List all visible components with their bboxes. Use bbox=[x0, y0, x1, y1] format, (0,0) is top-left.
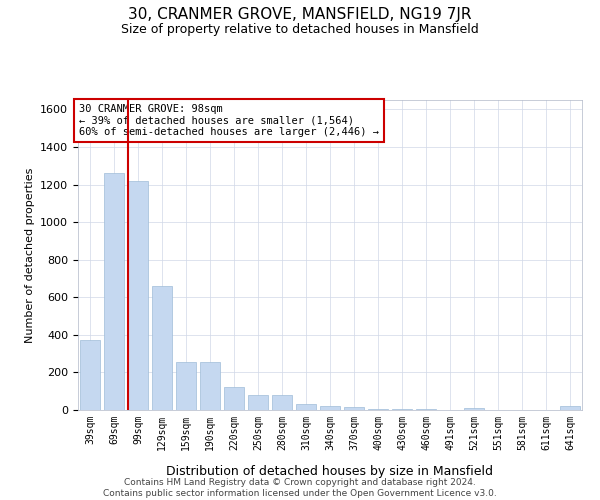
Text: 30 CRANMER GROVE: 98sqm
← 39% of detached houses are smaller (1,564)
60% of semi: 30 CRANMER GROVE: 98sqm ← 39% of detache… bbox=[79, 104, 379, 137]
Bar bbox=[224, 386, 244, 410]
Text: Distribution of detached houses by size in Mansfield: Distribution of detached houses by size … bbox=[167, 465, 493, 478]
Bar bbox=[80, 340, 100, 410]
Bar bbox=[200, 362, 220, 410]
Bar bbox=[320, 406, 340, 410]
Bar bbox=[248, 395, 268, 410]
Bar bbox=[296, 404, 316, 410]
Bar bbox=[392, 409, 412, 410]
Text: Contains HM Land Registry data © Crown copyright and database right 2024.
Contai: Contains HM Land Registry data © Crown c… bbox=[103, 478, 497, 498]
Bar bbox=[344, 406, 364, 410]
Bar bbox=[128, 181, 148, 410]
Bar bbox=[152, 286, 172, 410]
Bar bbox=[176, 362, 196, 410]
Text: 30, CRANMER GROVE, MANSFIELD, NG19 7JR: 30, CRANMER GROVE, MANSFIELD, NG19 7JR bbox=[128, 8, 472, 22]
Y-axis label: Number of detached properties: Number of detached properties bbox=[25, 168, 35, 342]
Bar bbox=[560, 406, 580, 410]
Bar bbox=[368, 409, 388, 410]
Bar bbox=[104, 174, 124, 410]
Bar bbox=[272, 395, 292, 410]
Text: Size of property relative to detached houses in Mansfield: Size of property relative to detached ho… bbox=[121, 22, 479, 36]
Bar bbox=[464, 408, 484, 410]
